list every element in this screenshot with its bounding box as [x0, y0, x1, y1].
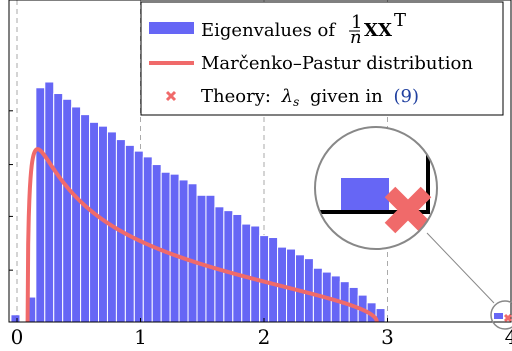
histogram-bar: [196, 194, 207, 322]
histogram-bar: [268, 237, 279, 322]
outlier-group: [494, 313, 512, 323]
plot-frame: [8, 0, 512, 323]
svg-text:n: n: [350, 27, 362, 48]
x-tick-labels: 0 1 2 3 4: [11, 318, 512, 349]
histogram-bar: [71, 106, 82, 322]
histogram-bar: [205, 194, 216, 322]
legend-swatch-histogram: [149, 22, 194, 34]
legend: Eigenvalues of 1 n XX T Marčenko–Pastur …: [140, 1, 504, 116]
theory-marker: [503, 313, 512, 323]
histogram-bar: [151, 164, 162, 322]
histogram-bar: [214, 206, 225, 322]
legend-math-matrix: XX: [364, 20, 392, 41]
zoom-connector: [426, 232, 495, 304]
histogram-bar: [89, 121, 100, 322]
histogram-bar: [178, 179, 189, 322]
histogram-bar: [286, 248, 296, 322]
histogram-bar: [232, 213, 243, 322]
histogram-bar: [241, 223, 252, 322]
histogram-bar: [11, 315, 20, 322]
x-tick-label: 0: [11, 325, 24, 349]
histogram-bar: [44, 81, 55, 322]
histogram-bar: [80, 114, 91, 322]
zoom-source-circle: [490, 300, 512, 330]
legend-math-fraction: 1 n: [349, 12, 362, 48]
legend-swatch-theory: [165, 90, 177, 102]
x-tick-label: 3: [381, 325, 394, 349]
marcenko-pastur-curve: [25, 147, 379, 322]
svg-text:1: 1: [351, 12, 362, 33]
legend-theory-cross: [165, 90, 177, 102]
histogram-bar: [187, 183, 198, 322]
histogram-bar: [133, 150, 144, 322]
histogram-bar: [169, 173, 180, 322]
legend-label-histogram: Eigenvalues of: [201, 20, 336, 41]
x-tick-label: 2: [258, 325, 271, 349]
legend-math-transpose: T: [394, 10, 406, 31]
histogram-bar: [142, 156, 153, 322]
x-tick-label: 4: [505, 325, 512, 349]
histogram-bar: [250, 225, 261, 322]
legend-box: [140, 1, 504, 116]
legend-label-curve: Marčenko–Pastur distribution: [201, 53, 473, 74]
zoom-bar: [341, 178, 389, 211]
zoom-theory-marker: [384, 186, 432, 234]
histogram-bar: [62, 98, 73, 322]
histogram-bar: [35, 87, 46, 322]
histogram-bar: [53, 93, 64, 322]
outlier-bar: [494, 313, 503, 319]
legend-label-theory: Theory: λs given in (9): [201, 86, 419, 111]
zoom-theory-cross: [384, 186, 432, 234]
histogram-bar: [223, 210, 234, 322]
y-tick-marks: [9, 110, 13, 271]
zoom-circle-border: [314, 126, 438, 250]
x-tick-label: 1: [134, 325, 147, 349]
histogram-bar: [160, 171, 171, 322]
